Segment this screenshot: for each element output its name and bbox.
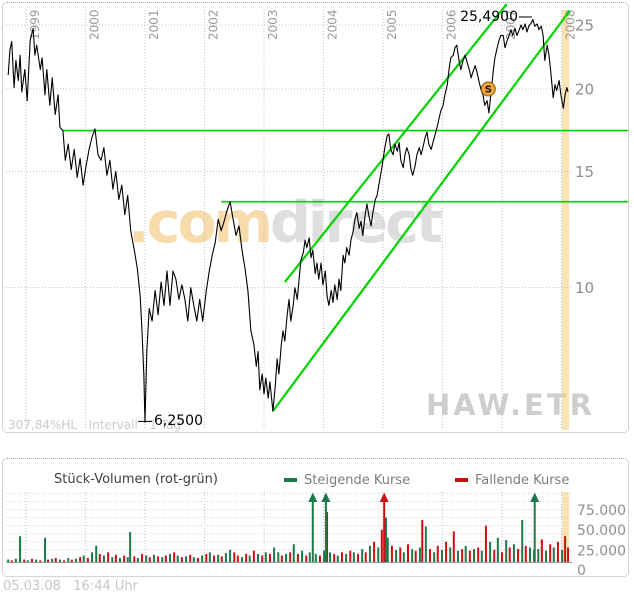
- falling-legend-swatch: [455, 478, 468, 482]
- symbol-watermark: HAW.ETR: [426, 388, 595, 422]
- rising-legend-swatch: [284, 478, 297, 482]
- falling-legend-label: Fallende Kurse: [475, 473, 570, 488]
- low-price-annotation: 6,2500: [154, 413, 203, 429]
- volume-panel-title: Stück-Volumen (rot-grün): [54, 472, 218, 487]
- comdirect-watermark: .comdirect: [128, 190, 443, 256]
- legend-rising: Steigende Kurse: [284, 473, 410, 488]
- rising-legend-label: Steigende Kurse: [304, 473, 411, 488]
- high-price-annotation: 25,4900: [460, 9, 518, 25]
- watermark-com: .com: [128, 190, 273, 256]
- chart-timestamp: 05.03.08 16:44 Uhr: [3, 579, 138, 594]
- watermark-direct: direct: [270, 190, 443, 256]
- legend-falling: Fallende Kurse: [455, 473, 569, 488]
